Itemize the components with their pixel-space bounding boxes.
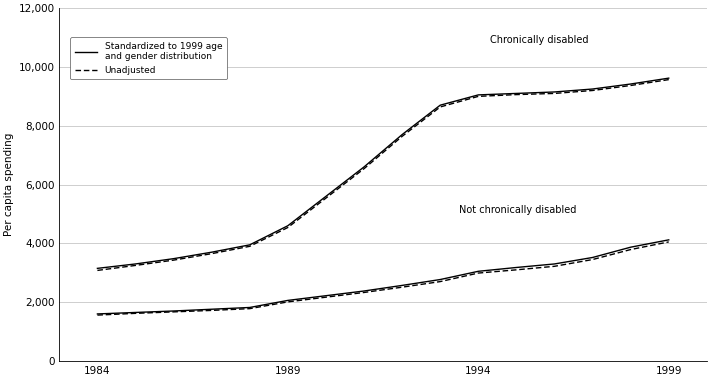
Text: Not chronically disabled: Not chronically disabled [459,205,577,215]
Y-axis label: Per capita spending: Per capita spending [4,133,14,236]
Text: Chronically disabled: Chronically disabled [490,35,588,44]
Legend: Standardized to 1999 age
and gender distribution, Unadjusted: Standardized to 1999 age and gender dist… [70,37,227,79]
